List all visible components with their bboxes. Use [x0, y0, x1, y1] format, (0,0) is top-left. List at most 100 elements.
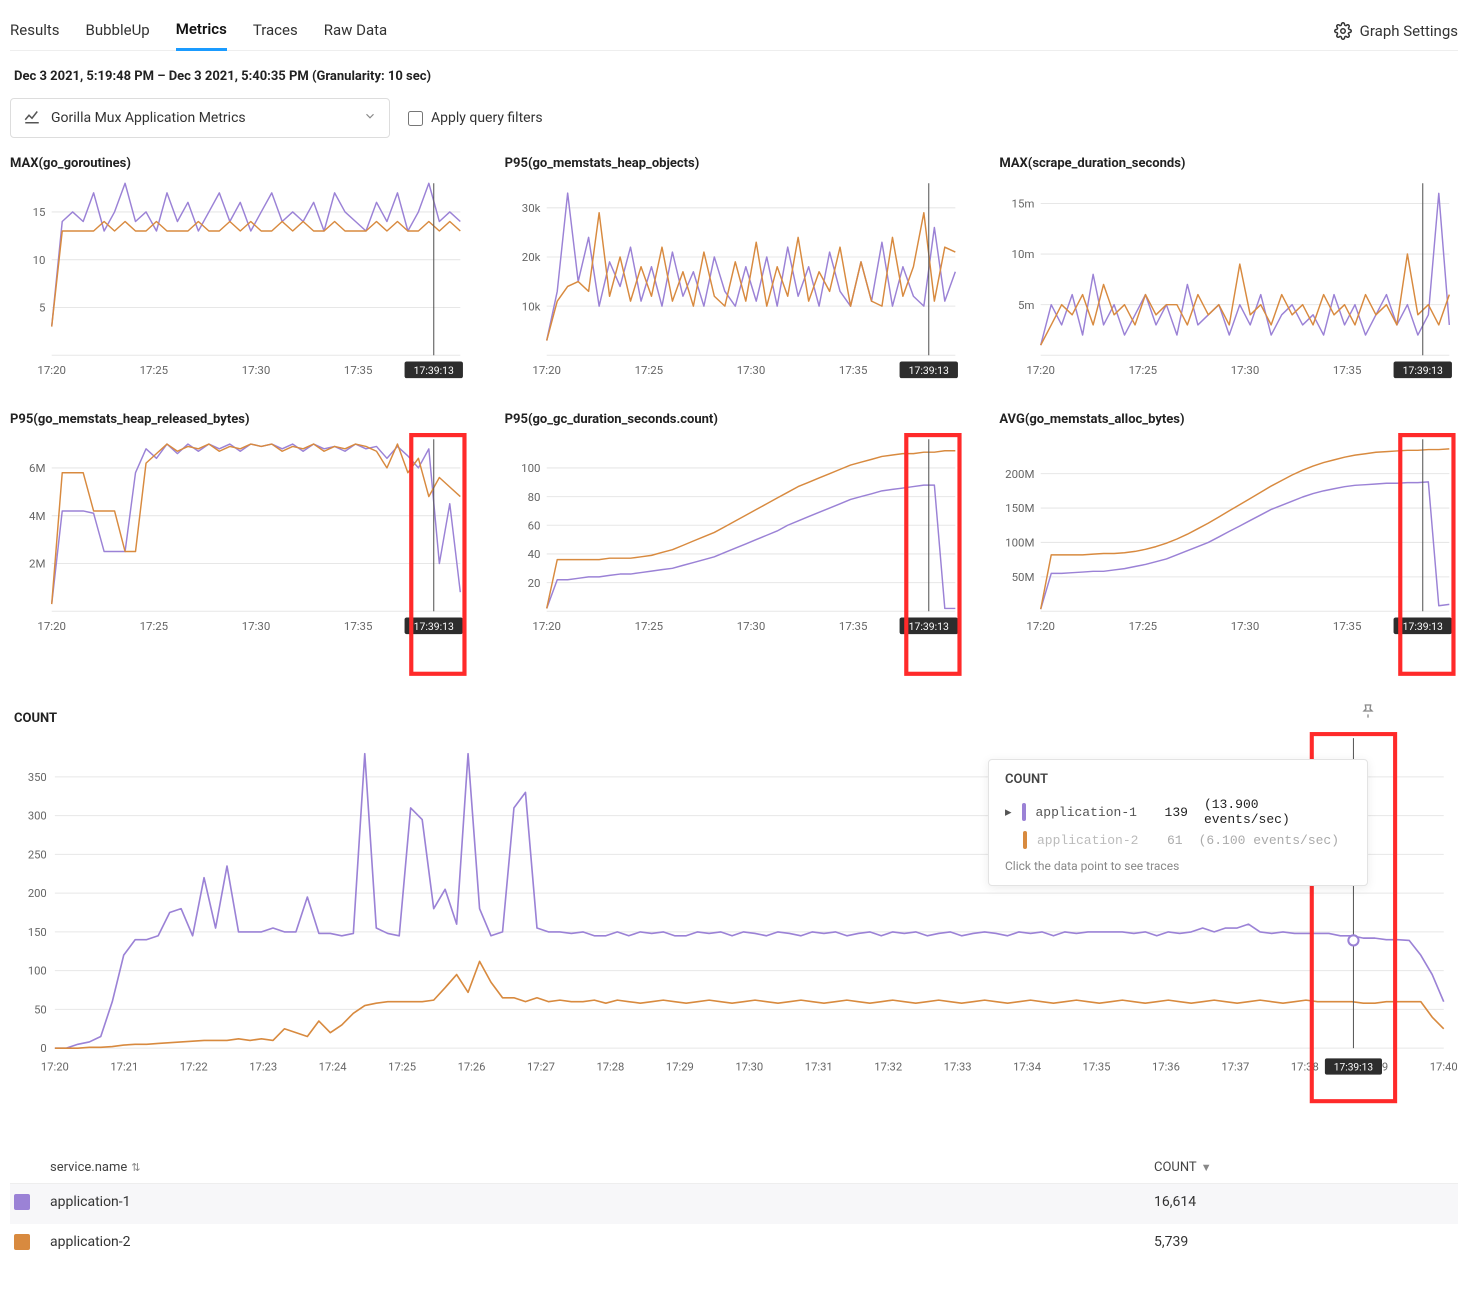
svg-text:17:33: 17:33: [944, 1061, 972, 1074]
tooltip-title: COUNT: [1005, 772, 1351, 787]
svg-text:17:39:13: 17:39:13: [1334, 1063, 1374, 1074]
svg-text:17:39:13: 17:39:13: [908, 620, 948, 633]
svg-text:17:36: 17:36: [1152, 1061, 1180, 1074]
pin-icon[interactable]: [1360, 703, 1376, 723]
chart-title: P95(go_gc_duration_seconds.count): [505, 412, 964, 427]
svg-text:5: 5: [39, 301, 45, 315]
svg-text:10m: 10m: [1012, 247, 1035, 261]
chart[interactable]: 2040608010017:2017:2517:3017:3517:39:13: [505, 433, 964, 699]
chart-title: MAX(scrape_duration_seconds): [999, 156, 1458, 171]
svg-text:17:30: 17:30: [242, 363, 271, 377]
svg-text:17:37: 17:37: [1221, 1061, 1249, 1074]
cell-service-name: application-2: [50, 1234, 1154, 1254]
graph-settings-label: Graph Settings: [1360, 22, 1458, 40]
table-row[interactable]: application-1 16,614: [10, 1184, 1458, 1224]
svg-text:80: 80: [527, 490, 540, 504]
svg-text:4M: 4M: [29, 509, 45, 523]
tab-results[interactable]: Results: [10, 13, 60, 49]
tooltip-row: application-2 61 (6.100 events/sec): [1005, 831, 1351, 849]
svg-text:30k: 30k: [521, 201, 540, 215]
svg-text:17:35: 17:35: [839, 619, 868, 633]
svg-text:200M: 200M: [1005, 467, 1034, 481]
svg-text:17:35: 17:35: [344, 619, 373, 633]
svg-text:250: 250: [28, 849, 47, 862]
chart[interactable]: 50M100M150M200M17:2017:2517:3017:3517:39…: [999, 433, 1458, 699]
tab-raw-data[interactable]: Raw Data: [324, 13, 387, 49]
svg-text:17:20: 17:20: [37, 619, 66, 633]
svg-text:200: 200: [28, 887, 47, 900]
svg-text:300: 300: [28, 810, 47, 823]
svg-text:17:40: 17:40: [1430, 1061, 1458, 1074]
svg-text:17:25: 17:25: [634, 363, 663, 377]
apply-filters-toggle[interactable]: Apply query filters: [408, 110, 543, 126]
svg-text:17:30: 17:30: [1231, 363, 1260, 377]
svg-text:17:26: 17:26: [458, 1061, 486, 1074]
chart[interactable]: 5m10m15m17:2017:2517:3017:3517:39:13: [999, 177, 1458, 380]
svg-text:150: 150: [28, 926, 47, 939]
graph-settings-button[interactable]: Graph Settings: [1334, 22, 1458, 40]
svg-text:17:25: 17:25: [388, 1061, 416, 1074]
tab-bubbleup[interactable]: BubbleUp: [86, 13, 150, 49]
small-charts-grid: MAX(go_goroutines) 5101517:2017:2517:301…: [10, 152, 1458, 699]
svg-text:2M: 2M: [29, 557, 45, 571]
svg-text:350: 350: [28, 771, 47, 784]
col-count[interactable]: COUNT▼: [1154, 1160, 1454, 1175]
small-chart-1: P95(go_memstats_heap_objects) 10k20k30k1…: [505, 152, 964, 380]
chart-title: MAX(go_goroutines): [10, 156, 469, 171]
svg-text:17:22: 17:22: [180, 1061, 208, 1074]
svg-text:17:27: 17:27: [527, 1061, 555, 1074]
tabs-bar: Results BubbleUp Metrics Traces Raw Data Gra…: [10, 8, 1458, 51]
cell-count: 5,739: [1154, 1234, 1454, 1254]
svg-text:17:20: 17:20: [1027, 363, 1056, 377]
svg-text:17:32: 17:32: [874, 1061, 902, 1074]
tab-traces[interactable]: Traces: [253, 13, 298, 49]
table-row[interactable]: application-2 5,739: [10, 1224, 1458, 1264]
series-swatch: [14, 1194, 30, 1210]
small-chart-4: P95(go_gc_duration_seconds.count) 204060…: [505, 408, 964, 699]
metrics-dropdown[interactable]: Gorilla Mux Application Metrics: [10, 98, 390, 138]
svg-text:17:25: 17:25: [1129, 363, 1158, 377]
svg-text:100: 100: [521, 461, 540, 475]
svg-text:150M: 150M: [1005, 501, 1034, 515]
timespan-label: Dec 3 2021, 5:19:48 PM – Dec 3 2021, 5:4…: [14, 69, 1454, 84]
svg-text:15: 15: [33, 205, 46, 219]
chart-tooltip: COUNT ▸ application-1 139 (13.900 events…: [988, 759, 1368, 886]
big-chart-wrap: COUNT 05010015020025030035017:2017:2117:…: [10, 711, 1458, 1128]
small-chart-5: AVG(go_memstats_alloc_bytes) 50M100M150M…: [999, 408, 1458, 699]
svg-text:17:20: 17:20: [1027, 619, 1056, 633]
sort-icon: ⇅: [131, 1161, 140, 1174]
svg-text:5m: 5m: [1018, 298, 1034, 312]
chart[interactable]: 5101517:2017:2517:3017:3517:39:13: [10, 177, 469, 380]
svg-text:17:21: 17:21: [110, 1061, 138, 1074]
svg-text:0: 0: [40, 1042, 46, 1055]
svg-text:17:35: 17:35: [1333, 619, 1362, 633]
svg-text:17:39:13: 17:39:13: [908, 364, 948, 377]
svg-text:17:20: 17:20: [532, 619, 561, 633]
svg-text:50M: 50M: [1012, 570, 1035, 584]
svg-text:17:30: 17:30: [242, 619, 271, 633]
table-header: service.name⇅ COUNT▼: [10, 1152, 1458, 1184]
small-chart-2: MAX(scrape_duration_seconds) 5m10m15m17:…: [999, 152, 1458, 380]
tooltip-hint: Click the data point to see traces: [1005, 859, 1351, 873]
svg-text:17:39:13: 17:39:13: [414, 364, 454, 377]
svg-text:17:35: 17:35: [1333, 363, 1362, 377]
chart[interactable]: 2M4M6M17:2017:2517:3017:3517:39:13: [10, 433, 469, 699]
svg-text:60: 60: [527, 519, 540, 533]
tab-metrics[interactable]: Metrics: [176, 12, 227, 51]
col-service-name[interactable]: service.name⇅: [50, 1160, 1154, 1175]
chart-title: P95(go_memstats_heap_released_bytes): [10, 412, 469, 427]
svg-text:17:25: 17:25: [140, 363, 169, 377]
apply-filters-checkbox[interactable]: [408, 111, 423, 126]
big-chart-title: COUNT: [14, 711, 1454, 726]
chart[interactable]: 10k20k30k17:2017:2517:3017:3517:39:13: [505, 177, 964, 380]
cell-service-name: application-1: [50, 1194, 1154, 1214]
svg-text:17:34: 17:34: [1013, 1061, 1042, 1074]
small-chart-0: MAX(go_goroutines) 5101517:2017:2517:301…: [10, 152, 469, 380]
svg-text:17:35: 17:35: [839, 363, 868, 377]
svg-text:17:25: 17:25: [634, 619, 663, 633]
svg-text:17:24: 17:24: [319, 1061, 348, 1074]
svg-text:17:38: 17:38: [1291, 1061, 1319, 1074]
svg-text:10k: 10k: [521, 299, 540, 313]
svg-text:17:30: 17:30: [736, 619, 765, 633]
small-chart-3: P95(go_memstats_heap_released_bytes) 2M 4…: [10, 408, 469, 699]
